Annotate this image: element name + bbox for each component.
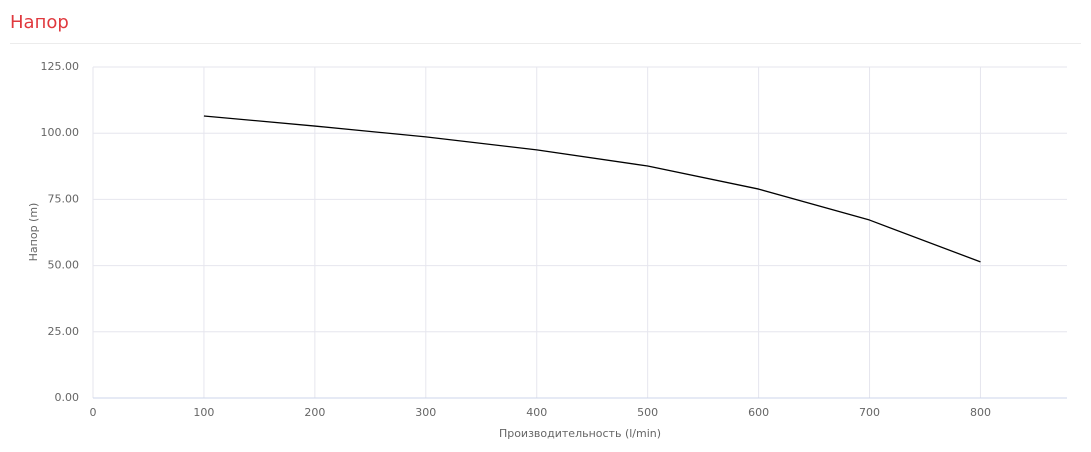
x-tick-label: 500 xyxy=(637,406,658,419)
x-axis-title: Производительность (l/min) xyxy=(499,427,661,440)
data-line xyxy=(203,115,981,263)
y-axis-title: Напор (m) xyxy=(27,203,40,262)
x-tick-label: 300 xyxy=(415,406,436,419)
x-tick-label: 100 xyxy=(193,406,214,419)
y-tick-label: 75.00 xyxy=(48,192,80,205)
y-tick-label: 50.00 xyxy=(48,259,80,272)
x-tick-label: 800 xyxy=(970,406,991,419)
chart-title: Напор xyxy=(10,12,69,33)
x-tick-label: 400 xyxy=(526,406,547,419)
x-tick-label: 200 xyxy=(304,406,325,419)
x-tick-label: 600 xyxy=(748,406,769,419)
x-tick-label: 700 xyxy=(859,406,880,419)
y-tick-label: 0.00 xyxy=(55,391,80,404)
x-tick-label: 0 xyxy=(90,406,97,419)
y-tick-label: 125.00 xyxy=(41,60,80,73)
y-tick-label: 25.00 xyxy=(48,325,80,338)
y-tick-label: 100.00 xyxy=(41,126,80,139)
